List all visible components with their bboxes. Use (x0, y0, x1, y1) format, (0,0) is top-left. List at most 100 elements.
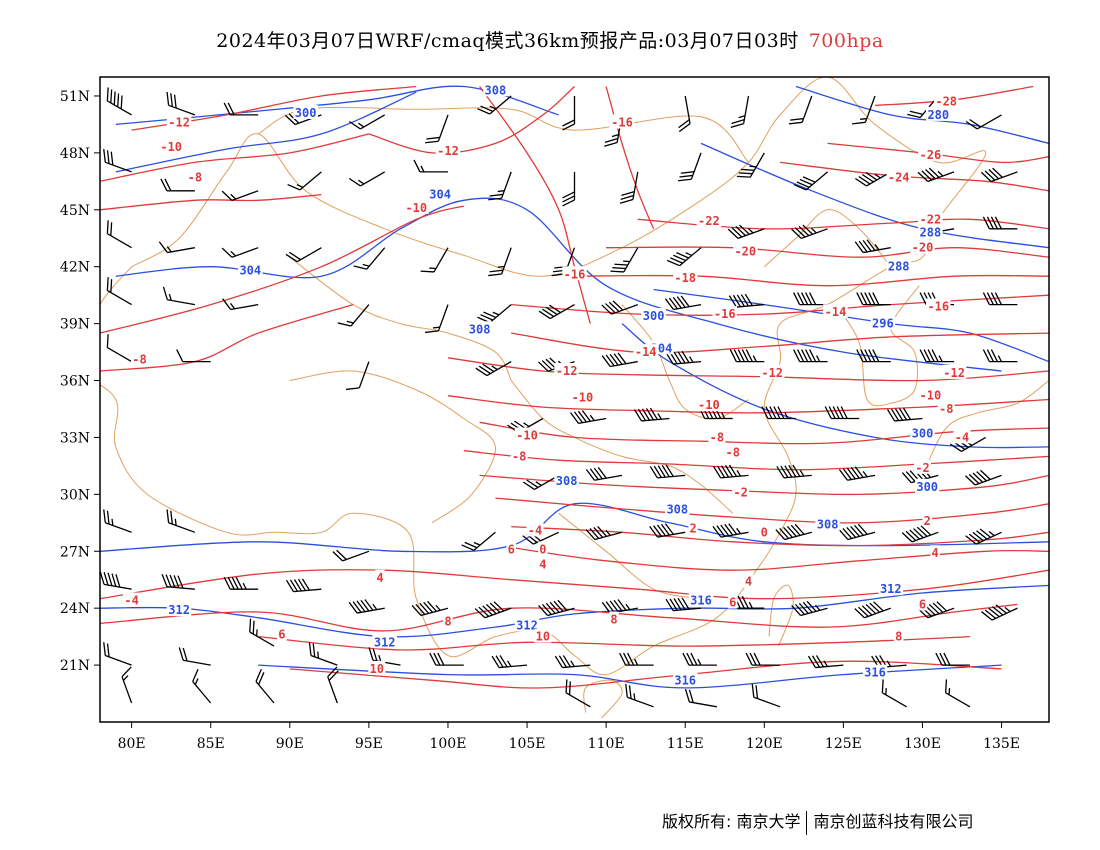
barb-flag (988, 169, 1000, 180)
x-tick-label: 90E (276, 736, 304, 752)
barb-staff (611, 303, 639, 315)
x-axis: 80E 85E 90E 95E 100E 105E 110E 115E 120E 125E 130E… (118, 722, 1020, 752)
barb-flag (887, 409, 896, 422)
barb-flag (166, 91, 170, 106)
barb-flag (801, 292, 809, 305)
barb-staff (437, 114, 449, 142)
wind-barb (980, 167, 1018, 183)
barb-half-flag (256, 629, 258, 637)
barb-flag (673, 598, 682, 611)
temperature-contour-label: -10 (516, 429, 538, 443)
barb-flag (769, 406, 777, 419)
barb-flag (666, 259, 680, 267)
barb-staff (657, 531, 686, 538)
barb-flag (986, 216, 994, 230)
wind-barb (964, 469, 1002, 486)
temperature-contour-label: 4 (931, 546, 938, 560)
barb-staff (578, 417, 607, 425)
temperature-contour (258, 635, 970, 651)
barb-flag (255, 668, 262, 682)
barb-flag (798, 602, 809, 614)
wind-barb (852, 95, 876, 125)
y-tick-label: 36N (60, 374, 90, 390)
wind-barb (285, 247, 322, 263)
barb-flag (619, 652, 627, 666)
height-label-bg (862, 664, 888, 679)
y-tick-label: 30N (60, 487, 90, 503)
temperature-contour-label: -10 (920, 389, 942, 403)
barb-staff (249, 631, 275, 647)
barb-half-flag (948, 688, 951, 695)
barb-staff (230, 303, 259, 311)
barb-flag (861, 605, 873, 616)
barb-flag (221, 190, 233, 201)
barb-flag (433, 652, 441, 666)
barb-half-flag (860, 117, 867, 120)
barb-flag (499, 655, 508, 668)
barb-half-flag (535, 481, 542, 486)
temperature-contour (100, 569, 1049, 600)
barb-flag (852, 121, 866, 125)
barb-staff (565, 692, 591, 708)
temperature-contour-label: -10 (698, 398, 720, 412)
barb-flag (678, 119, 690, 129)
wind-barb (425, 304, 449, 334)
temperature-label-bg (404, 199, 429, 214)
barb-flag (865, 171, 878, 181)
barb-staff (927, 171, 955, 183)
temperature-contour-label: -8 (710, 430, 724, 444)
barb-flag (793, 183, 807, 191)
temperature-label-bg (712, 306, 737, 321)
barb-flag (623, 652, 631, 666)
wind-barb (601, 599, 638, 614)
height-label-bg (688, 592, 714, 607)
wind-barb (791, 600, 828, 617)
barb-flag (111, 573, 117, 587)
barb-flag (981, 611, 993, 621)
barb-half-flag (605, 529, 611, 536)
wind-barb (106, 220, 132, 249)
barb-flag (969, 118, 982, 128)
temperature-label-bg (554, 363, 579, 377)
barb-staff (800, 607, 828, 617)
barb-flag (348, 601, 358, 614)
barb-flag (522, 535, 534, 545)
barb-flag (775, 529, 786, 540)
barb-flag (249, 618, 252, 633)
barb-flag (949, 443, 962, 452)
wind-barb (348, 114, 386, 130)
temperature-label-bg (922, 512, 932, 527)
wind-barb (736, 152, 765, 178)
wind-barb (332, 549, 370, 562)
wind-barb (982, 349, 1018, 363)
wind-barb (475, 361, 512, 377)
barb-flag (713, 466, 722, 479)
temperature-label-bg (673, 270, 698, 285)
barb-flag (562, 119, 575, 127)
wind-barb (585, 467, 623, 481)
barb-flag (106, 150, 110, 164)
height-contour (700, 142, 1049, 249)
barb-half-flag (784, 412, 789, 419)
barb-flag (231, 576, 239, 590)
temperature-contour-label: -2 (915, 461, 929, 475)
wind-barb (565, 679, 591, 708)
barb-flag (681, 350, 690, 363)
barb-half-flag (736, 470, 742, 477)
wind-barb (221, 190, 259, 201)
temperature-contour-label: 0 (761, 525, 768, 539)
temperature-contour-label: -26 (920, 148, 942, 162)
temperature-contour (511, 546, 1049, 571)
barb-staff (720, 474, 749, 479)
barb-flag (478, 606, 490, 617)
temperature-label-bg (732, 484, 750, 499)
temperature-label-bg (918, 146, 943, 161)
barb-flag (773, 406, 781, 419)
barb-flag (873, 601, 884, 612)
barb-flag (162, 286, 168, 300)
barb-flag (737, 349, 745, 362)
barb-half-flag (174, 518, 177, 526)
barb-flag (585, 529, 596, 540)
barb-flag (735, 225, 746, 237)
temperature-label-bg (733, 243, 758, 258)
